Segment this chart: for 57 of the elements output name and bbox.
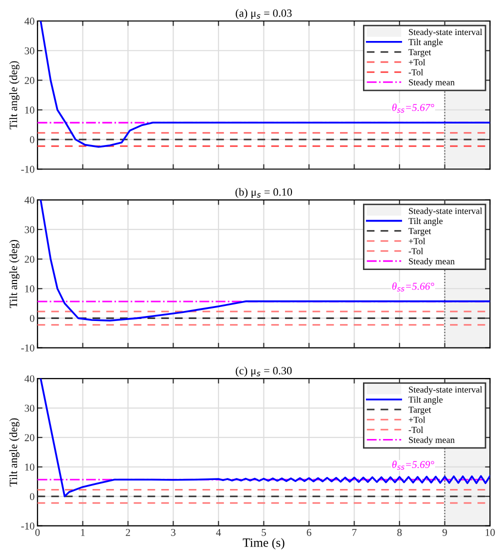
band-label: Steady-state interval — [408, 208, 482, 216]
legend-label: +Tol — [408, 416, 426, 423]
x-tick-label: 10 — [486, 528, 495, 536]
x-tick-label: 5 — [262, 529, 266, 536]
legend-label: -Tol — [408, 68, 424, 76]
y-tick-label: 10 — [25, 464, 34, 471]
y-tick-label: 30 — [24, 404, 34, 412]
y-tick-label: -10 — [21, 522, 34, 530]
annotation: θ$_{ss}$=5.66° — [392, 282, 434, 292]
legend-label: Target — [408, 49, 432, 58]
y-tick-label: 20 — [24, 76, 34, 84]
y-tick-label: -10 — [21, 166, 34, 173]
chart-title: (a) μ$_{s}$ = 0.03 — [236, 9, 292, 20]
legend-label: Target — [408, 228, 432, 236]
legend-label: -Tol — [408, 426, 424, 433]
x-tick-label: 2 — [126, 528, 130, 536]
annotation: θ$_{ss}$=5.67° — [392, 104, 434, 113]
y-tick-label: 40 — [24, 18, 34, 25]
legend-label: Tilt angle — [408, 38, 443, 48]
legend-label: Target — [408, 406, 432, 415]
y-tick-label: 20 — [24, 434, 34, 442]
chart-title: (c) μ$_{s}$ = 0.30 — [236, 366, 292, 377]
x-tick-label: 7 — [352, 529, 357, 536]
y-tick-label: 0 — [30, 314, 34, 322]
y-axis-title: Tilt angle (deg) — [9, 61, 20, 130]
x-tick-label: 6 — [306, 528, 312, 536]
x-tick-label: 3 — [171, 528, 176, 536]
chart-title: (b) μ$_{s}$ = 0.10 — [236, 188, 292, 198]
legend-label: +Tol — [408, 238, 426, 244]
legend-label: -Tol — [408, 248, 424, 254]
band-label: Steady-state interval — [408, 28, 482, 37]
x-tick-label: 8 — [397, 528, 402, 536]
legend-label: Steady mean — [408, 258, 455, 266]
x-tick-label: 1 — [81, 528, 85, 536]
x-tick-label: 4 — [216, 528, 221, 536]
y-tick-label: 10 — [25, 285, 34, 292]
y-tick-label: 30 — [24, 47, 34, 54]
y-axis-title: Tilt angle (deg) — [9, 240, 20, 308]
y-tick-label: 30 — [24, 226, 34, 234]
annotation: θ$_{ss}$=5.69° — [392, 460, 434, 470]
y-tick-label: -10 — [21, 344, 34, 352]
y-tick-label: 10 — [25, 106, 34, 114]
legend-label: Steady mean — [408, 79, 455, 88]
x-tick-label: 9 — [442, 528, 447, 536]
legend-label: Tilt angle — [408, 218, 443, 226]
y-tick-label: 0 — [30, 493, 34, 500]
y-axis-title: Tilt angle (deg) — [9, 418, 20, 486]
legend-label: Steady mean — [408, 436, 455, 445]
y-tick-label: 20 — [24, 256, 34, 263]
x-axis-title: Time (s) — [242, 538, 284, 550]
legend-label: Tilt angle — [408, 396, 443, 405]
y-tick-label: 40 — [24, 375, 34, 382]
y-tick-label: 40 — [24, 196, 34, 204]
legend-label: +Tol — [408, 58, 426, 66]
y-tick-label: 0 — [30, 136, 34, 144]
x-tick-label: 0 — [35, 528, 40, 536]
band-label: Steady-state interval — [408, 386, 482, 394]
